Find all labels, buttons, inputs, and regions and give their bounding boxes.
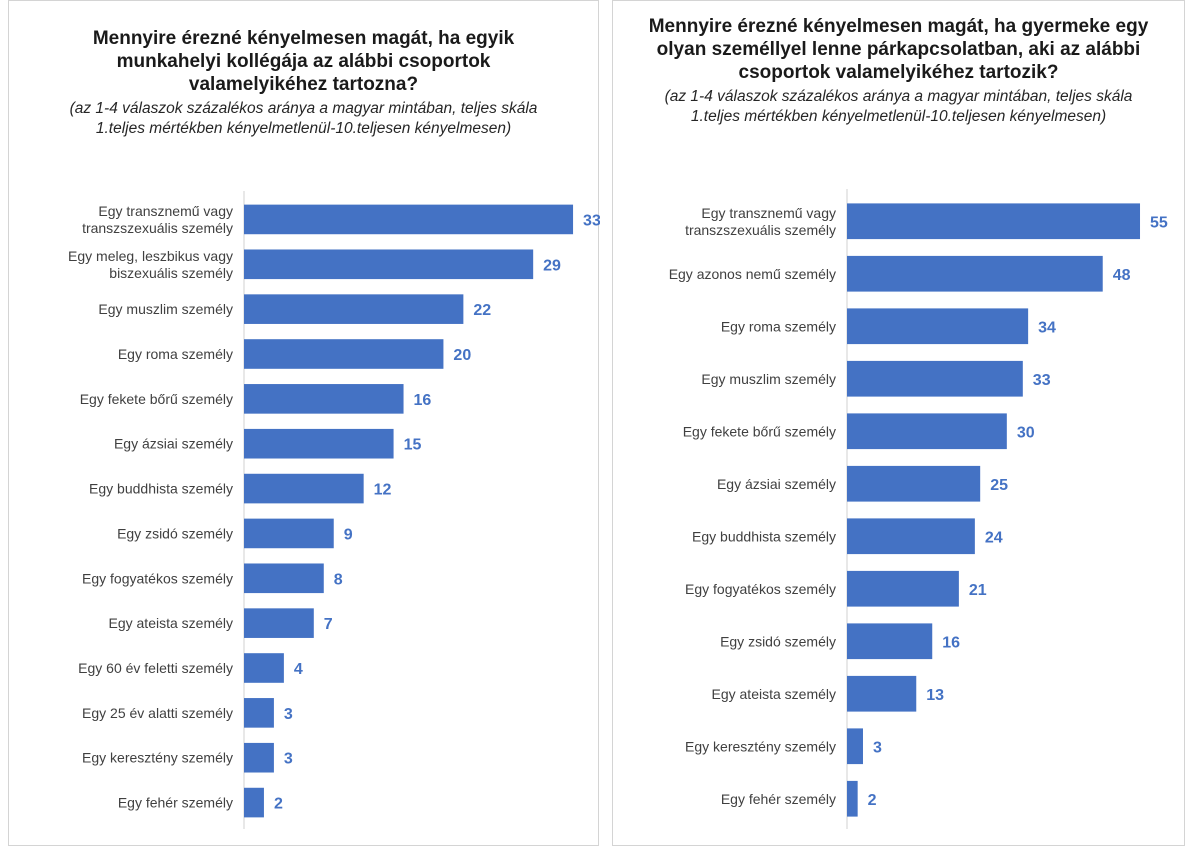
category-label: Egy buddhista személy: [89, 481, 233, 497]
bar: [244, 294, 464, 324]
bar: [244, 787, 264, 818]
data-label: 30: [1017, 424, 1035, 441]
bar: [847, 255, 1103, 292]
chart-left-titles: Mennyire érezné kényelmesen magát, ha eg…: [9, 27, 598, 139]
data-label: 22: [473, 302, 491, 319]
bar: [244, 428, 394, 459]
data-label: 2: [274, 796, 283, 813]
category-label: Egy muszlim személy: [701, 371, 836, 387]
bar: [244, 653, 284, 683]
category-label: Egy ateista személy: [109, 615, 234, 631]
category-label: Egy meleg, leszbikus vagy biszexuális sze…: [68, 248, 233, 281]
bar: [244, 518, 334, 549]
data-label: 3: [284, 706, 293, 723]
data-label: 12: [374, 482, 392, 499]
data-label: 48: [1113, 267, 1131, 284]
bar: [847, 780, 858, 817]
data-label: 33: [583, 212, 600, 229]
category-label: Egy ázsiai személy: [114, 436, 233, 452]
data-label: 16: [942, 634, 960, 651]
data-label: 3: [873, 739, 882, 756]
bar: [847, 728, 863, 765]
category-label: Egy keresztény személy: [82, 750, 233, 766]
data-label: 2: [868, 792, 877, 809]
data-label: 9: [344, 526, 353, 543]
data-label: 34: [1038, 319, 1056, 336]
chart-left: Mennyire érezné kényelmesen magát, ha eg…: [8, 0, 600, 846]
chart-right-subtitle: (az 1-4 válaszok százalékos aránya a mag…: [664, 88, 1133, 125]
chart-right-title: Mennyire érezné kényelmesen magát, ha gy…: [648, 16, 1149, 83]
bar: [847, 360, 1023, 397]
bar: [244, 698, 274, 728]
bar: [244, 563, 324, 594]
category-label: Egy fogyatékos személy: [82, 570, 233, 586]
data-label: 16: [414, 392, 432, 409]
chart-right: Mennyire érezné kényelmesen magát, ha gy…: [612, 0, 1185, 846]
bar: [244, 384, 404, 414]
data-label: 13: [926, 687, 944, 704]
category-label: Egy azonos nemű személy: [669, 266, 836, 282]
data-label: 33: [1033, 372, 1051, 389]
category-label: Egy fekete bőrű személy: [683, 423, 836, 439]
bar: [847, 203, 1141, 240]
bar: [847, 413, 1007, 450]
bar: [244, 608, 314, 638]
data-label: 29: [543, 257, 561, 274]
data-label: 21: [969, 582, 987, 599]
category-label: Egy keresztény személy: [685, 738, 836, 754]
category-label: Egy ázsiai személy: [717, 476, 836, 492]
bar: [244, 204, 574, 235]
bar: [244, 249, 534, 280]
category-label: Egy zsidó személy: [720, 633, 836, 649]
category-label: Egy fehér személy: [118, 795, 233, 811]
bar: [847, 570, 959, 607]
bar: [244, 339, 444, 369]
data-label: 20: [453, 347, 471, 364]
bar: [847, 675, 917, 712]
data-label: 25: [990, 477, 1008, 494]
bar: [847, 465, 981, 502]
data-label: 4: [294, 661, 303, 678]
category-label: Egy 25 év alatti személy: [82, 705, 233, 721]
data-label: 24: [985, 529, 1003, 546]
category-label: Egy fekete bőrű személy: [80, 391, 233, 407]
category-label: Egy fehér személy: [721, 791, 836, 807]
category-label: Egy roma személy: [118, 346, 233, 362]
data-label: 3: [284, 751, 293, 768]
chart-left-title: Mennyire érezné kényelmesen magát, ha eg…: [92, 28, 515, 95]
category-label: Egy ateista személy: [712, 686, 837, 702]
bar: [244, 473, 364, 504]
bar: [847, 308, 1029, 345]
category-label: Egy buddhista személy: [692, 528, 836, 544]
data-label: 7: [324, 616, 333, 633]
chart-right-titles: Mennyire érezné kényelmesen magát, ha gy…: [613, 15, 1184, 127]
chart-right-plot: 55 Egy transznemű vagy transzszexuális sze…: [669, 189, 1168, 829]
category-label: Egy roma személy: [721, 318, 836, 334]
chart-left-subtitle: (az 1-4 válaszok százalékos aránya a mag…: [69, 100, 538, 137]
data-label: 8: [334, 571, 343, 588]
category-label: Egy 60 év feletti személy: [78, 660, 233, 676]
category-label: Egy zsidó személy: [117, 525, 233, 541]
category-label: Egy fogyatékos személy: [685, 581, 836, 597]
bar: [847, 623, 933, 660]
data-label: 55: [1150, 214, 1168, 231]
bar: [847, 518, 975, 555]
category-label: Egy transznemű vagy transzszexuális szemé…: [82, 203, 233, 236]
category-label: Egy transznemű vagy transzszexuális szemé…: [685, 205, 836, 238]
bar: [244, 742, 274, 773]
data-label: 15: [404, 437, 422, 454]
category-label: Egy muszlim személy: [98, 301, 233, 317]
